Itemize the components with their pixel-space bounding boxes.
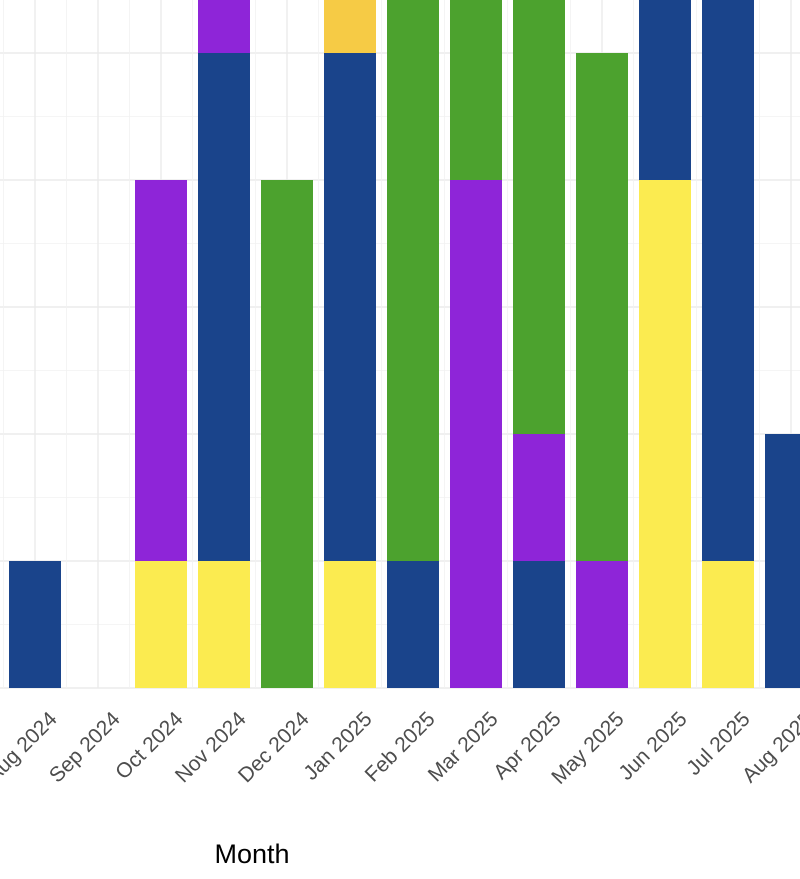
- bar-segment-blue: [198, 53, 250, 561]
- bar-segment-purple: [450, 180, 502, 688]
- bar-segment-yellow: [324, 561, 376, 688]
- bar-segment-green: [261, 180, 313, 688]
- x-axis-title: Month: [214, 839, 289, 869]
- bar-segment-blue: [765, 434, 800, 688]
- bar-segment-blue: [702, 0, 754, 561]
- bar-segment-yellow: [135, 561, 187, 688]
- bars: [9, 0, 800, 688]
- bar-segment-purple: [198, 0, 250, 53]
- bar-segment-yellow: [702, 561, 754, 688]
- bar-segment-orange: [324, 0, 376, 53]
- x-tick-label: Mar 2025: [424, 707, 503, 786]
- bar-segment-yellow: [639, 180, 691, 688]
- bar-segment-blue: [639, 0, 691, 180]
- bar-segment-yellow: [198, 561, 250, 688]
- bar-segment-purple: [135, 180, 187, 561]
- bar-segment-blue: [9, 561, 61, 688]
- bar-segment-green: [387, 0, 439, 561]
- bar-segment-purple: [513, 434, 565, 561]
- bar-segment-green: [450, 0, 502, 180]
- bar-segment-blue: [513, 561, 565, 688]
- bar-segment-green: [513, 0, 565, 434]
- bar-segment-purple: [576, 561, 628, 688]
- bar-segment-blue: [387, 561, 439, 688]
- bar-segment-blue: [324, 53, 376, 561]
- x-tick-label: Jun 2025: [614, 707, 691, 784]
- bar-segment-green: [576, 53, 628, 561]
